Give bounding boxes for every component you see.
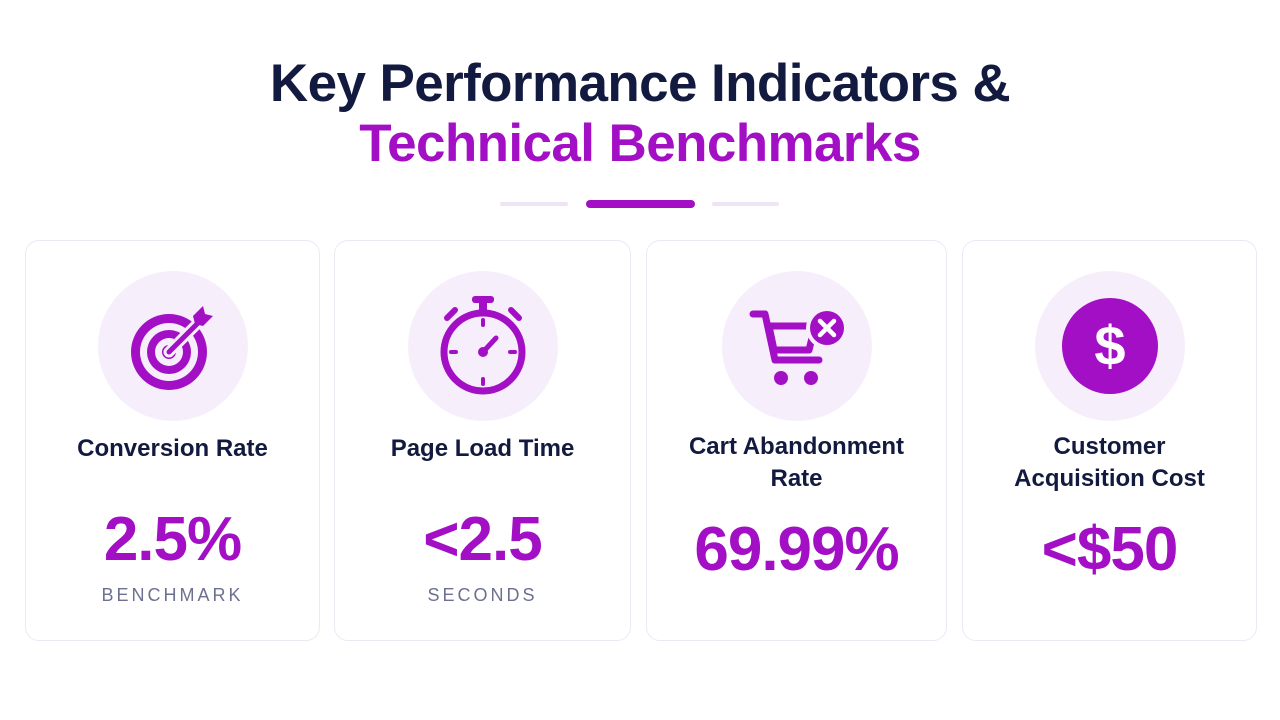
kpi-card-page-load-time: Page Load Time <2.5 SECONDS — [334, 240, 631, 641]
kpi-value: 2.5% — [103, 505, 242, 574]
svg-text:$: $ — [1094, 314, 1125, 377]
icon-circle — [97, 271, 248, 421]
divider-center — [586, 200, 695, 208]
page-title: Key Performance Indicators & Technical B… — [0, 54, 1280, 174]
kpi-card-cart-abandonment-rate: Cart Abandonment Rate 69.99% — [646, 240, 947, 641]
target-icon — [130, 306, 213, 390]
cart-remove-icon — [749, 307, 847, 385]
stopwatch-icon — [440, 296, 525, 395]
divider-right — [712, 202, 779, 206]
icon-circle — [721, 271, 872, 421]
icon-circle — [407, 271, 558, 421]
kpi-value: <$50 — [1041, 515, 1179, 584]
kpi-label: Customer Acquisition Cost — [963, 431, 1256, 495]
title-line-2: Technical Benchmarks — [359, 114, 921, 173]
kpi-label: Page Load Time — [390, 435, 575, 462]
kpi-label-line-1: Cart Abandonment — [688, 433, 905, 460]
kpi-label: Conversion Rate — [77, 435, 268, 462]
kpi-label: Cart Abandonment Rate — [647, 431, 946, 495]
kpi-value: <2.5 — [423, 505, 542, 574]
kpi-unit: SECONDS — [427, 585, 538, 605]
kpi-card-customer-acquisition-cost: $ Customer Acquisition Cost <$50 — [962, 240, 1257, 641]
kpi-label-line-1: Customer — [1053, 433, 1166, 460]
title-line-1: Key Performance Indicators & — [269, 54, 1011, 113]
kpi-value: 69.99% — [694, 515, 899, 584]
dollar-coin-icon: $ — [1061, 298, 1158, 394]
kpi-label-line-2: Acquisition Cost — [1014, 465, 1205, 492]
kpi-label-line-2: Rate — [770, 465, 823, 492]
icon-circle: $ — [1034, 271, 1185, 421]
divider-left — [500, 202, 568, 206]
kpi-card-conversion-rate: Conversion Rate 2.5% BENCHMARK — [25, 240, 320, 641]
kpi-unit: BENCHMARK — [101, 585, 244, 605]
